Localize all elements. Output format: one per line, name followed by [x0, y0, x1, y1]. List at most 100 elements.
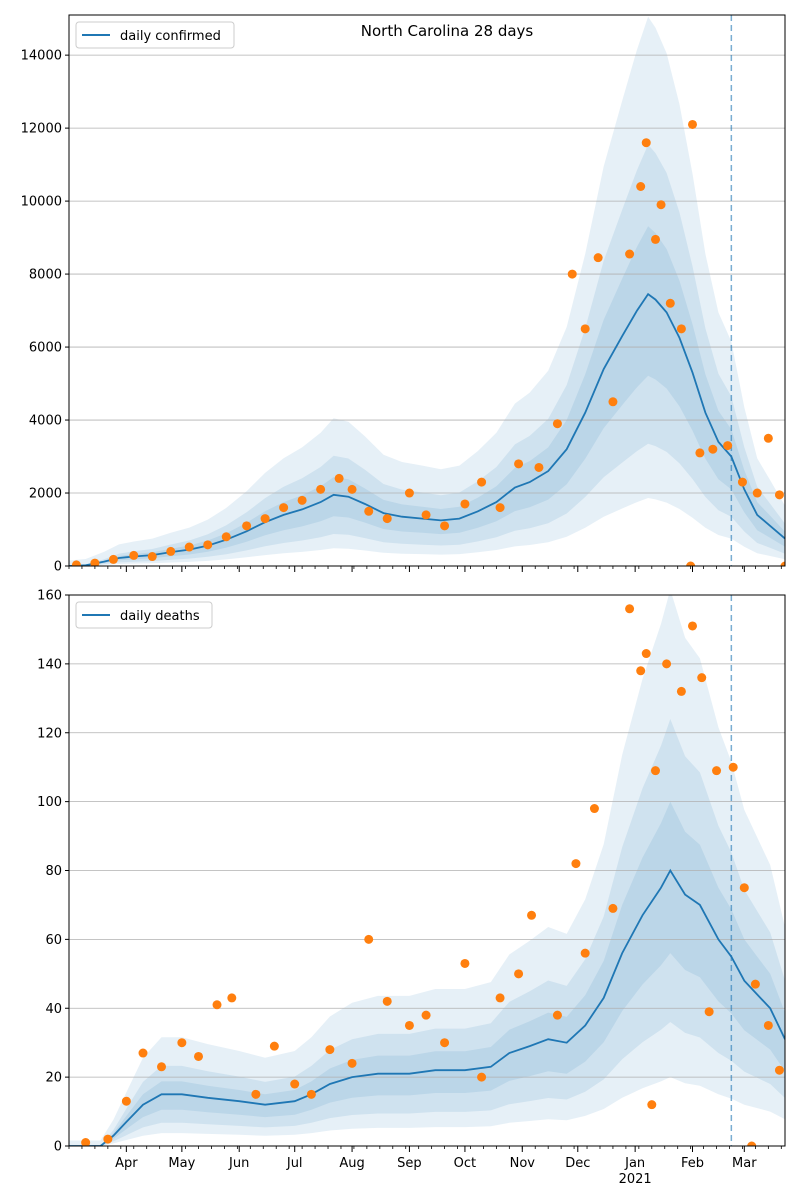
data-point [763, 1020, 773, 1030]
data-point [260, 514, 270, 524]
data-point [774, 1065, 784, 1075]
data-point [650, 766, 660, 776]
data-point [347, 484, 357, 494]
data-point [157, 1062, 167, 1072]
data-point [593, 253, 603, 263]
data-point [269, 1041, 279, 1051]
data-point [712, 766, 722, 776]
data-point [103, 1134, 113, 1144]
data-point [752, 488, 762, 498]
data-point [514, 459, 524, 469]
y-tick-label: 4000 [29, 414, 62, 429]
data-point [440, 1038, 450, 1048]
data-point [737, 477, 747, 487]
data-point [625, 604, 635, 614]
data-point [589, 804, 599, 814]
y-tick-label: 0 [54, 560, 62, 575]
panel-daily-confirmed: 0 2000 4000 6000 8000 10000 12000 14000 North Ca… [21, 14, 786, 575]
data-point [608, 397, 618, 407]
data-point [728, 762, 738, 772]
data-point [552, 1010, 562, 1020]
series-line-daily-deaths [69, 868, 785, 1146]
data-point [404, 1020, 414, 1030]
data-point [567, 269, 577, 279]
data-point [316, 484, 326, 494]
data-point [704, 1007, 714, 1017]
x-tick-label: Oct [454, 1156, 476, 1171]
data-point [421, 510, 431, 520]
data-point [527, 910, 537, 920]
y-tick-label: 2000 [29, 487, 62, 502]
y-tick-label: 120 [37, 726, 62, 741]
data-point [686, 561, 696, 566]
data-point [306, 1089, 316, 1099]
data-point [90, 558, 100, 566]
legend-box [75, 21, 235, 49]
data-point [676, 324, 686, 334]
data-point [708, 444, 718, 454]
data-point [382, 514, 392, 524]
shared-x-axis: Apr May Jun Jul Aug Sep Oct Nov Dec Jan Feb Mar 2021 [115, 1156, 757, 1187]
x-year-label: 2021 [619, 1172, 652, 1187]
data-point [656, 200, 666, 210]
y-tick-label: 80 [45, 864, 62, 879]
data-point [194, 1051, 204, 1061]
y-tick-label: 100 [37, 795, 62, 810]
data-point [227, 993, 237, 1003]
data-point [251, 1089, 261, 1099]
data-point [697, 673, 707, 683]
data-point [334, 473, 344, 483]
data-point [780, 561, 785, 566]
data-point [279, 503, 289, 513]
y-tick-label: 10000 [21, 195, 62, 210]
data-point [774, 490, 784, 500]
data-point [129, 550, 139, 560]
data-point [495, 503, 505, 513]
data-point [662, 659, 672, 669]
series-line-daily-confirmed [69, 292, 785, 566]
data-point [297, 495, 307, 505]
x-tick-label: Jul [286, 1156, 303, 1171]
data-point [404, 488, 414, 498]
data-point [534, 462, 544, 472]
x-tick-label: Dec [565, 1156, 590, 1171]
data-point [495, 993, 505, 1003]
data-point [242, 521, 252, 531]
x-tick-label: Feb [681, 1156, 704, 1171]
data-point [477, 477, 487, 487]
data-point [203, 540, 213, 550]
data-point [739, 883, 749, 893]
data-point [695, 448, 705, 458]
axes-frame [68, 14, 786, 567]
legend-label: daily deaths [120, 609, 200, 624]
data-point [440, 521, 450, 531]
y-tick-label: 140 [37, 657, 62, 672]
data-point [650, 234, 660, 244]
data-point [641, 649, 651, 659]
data-point [221, 532, 231, 542]
data-point [121, 1096, 131, 1106]
legend-box [75, 601, 213, 629]
data-point [514, 969, 524, 979]
plot-area [69, 595, 785, 1146]
data-point [212, 1000, 222, 1010]
data-point [636, 666, 646, 676]
data-point [71, 560, 81, 566]
x-tick-label: Sep [397, 1156, 422, 1171]
data-point [108, 554, 118, 564]
data-point [347, 1058, 357, 1068]
data-point [290, 1079, 300, 1089]
data-point [750, 979, 760, 989]
data-point [460, 958, 470, 968]
data-point [763, 433, 773, 443]
y-tick-label: 60 [45, 933, 62, 948]
y-tick-label: 12000 [21, 122, 62, 137]
data-point [166, 546, 176, 556]
uncertainty-band [69, 16, 785, 566]
data-point [608, 903, 618, 913]
data-point [747, 1141, 757, 1146]
data-point [665, 298, 675, 308]
x-tick-label: Apr [115, 1156, 138, 1171]
y-tick-label: 20 [45, 1071, 62, 1086]
